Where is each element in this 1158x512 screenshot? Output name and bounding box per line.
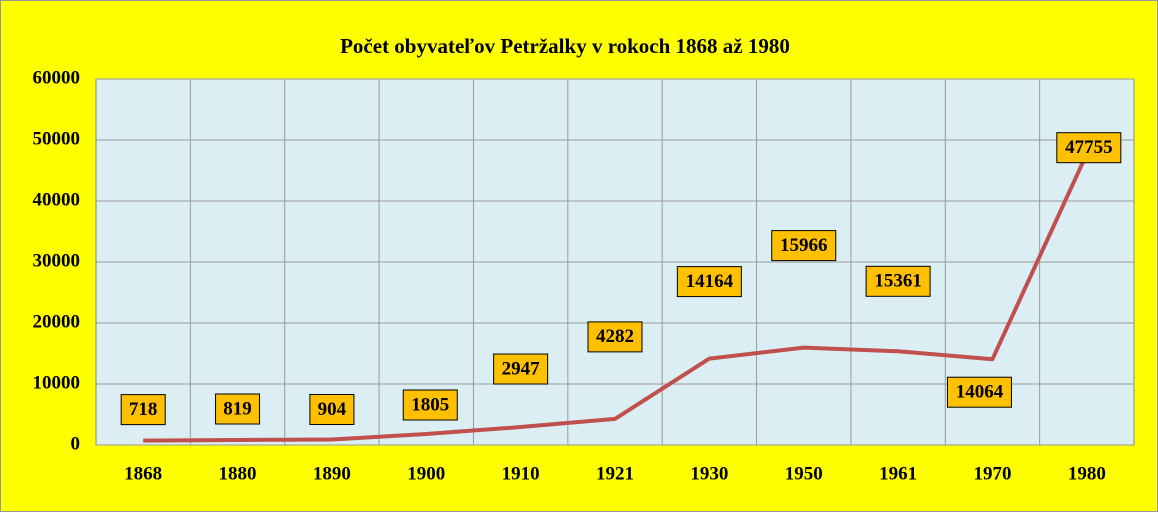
data-label-box [946, 376, 1012, 408]
x-tick-label: 1910 [502, 463, 540, 484]
data-label-box [587, 321, 643, 353]
y-tick-label: 0 [71, 433, 81, 454]
data-label: 1805 [411, 394, 449, 415]
y-tick-label: 30000 [33, 250, 81, 271]
data-label: 14164 [686, 271, 734, 292]
data-label-box [676, 266, 742, 298]
data-label: 718 [129, 399, 158, 420]
data-label: 15361 [874, 271, 922, 292]
x-tick-label: 1868 [124, 463, 162, 484]
data-label: 47755 [1065, 137, 1113, 158]
data-label-box [215, 393, 261, 425]
data-label: 904 [318, 399, 347, 420]
data-label: 14064 [956, 382, 1004, 403]
data-line [143, 152, 1089, 443]
data-label-box [1056, 132, 1122, 164]
y-tick-label: 60000 [33, 67, 81, 88]
data-label: 2947 [502, 358, 541, 379]
x-tick-label: 1880 [219, 463, 257, 484]
x-tick-label: 1930 [690, 463, 728, 484]
data-label-box [402, 389, 458, 421]
x-tick-label: 1890 [313, 463, 351, 484]
x-tick-label: 1900 [407, 463, 445, 484]
y-tick-label: 10000 [33, 372, 81, 393]
x-tick-label: 1970 [973, 463, 1011, 484]
data-label: 15966 [780, 235, 828, 256]
y-tick-label: 50000 [33, 128, 81, 149]
x-tick-label: 1961 [879, 463, 917, 484]
x-tick-label: 1950 [785, 463, 823, 484]
y-tick-label: 20000 [33, 311, 81, 332]
y-tick-label: 40000 [33, 189, 81, 210]
data-label: 819 [223, 398, 252, 419]
data-label-box [309, 393, 355, 425]
x-tick-label: 1921 [596, 463, 634, 484]
data-label-box [865, 265, 931, 297]
data-label-box [120, 394, 166, 426]
chart-title: Počet obyvateľov Petržalky v rokoch 1868… [340, 34, 790, 58]
data-label-box [771, 230, 837, 262]
data-label: 4282 [596, 326, 634, 347]
data-label-box [493, 353, 549, 385]
x-tick-label: 1980 [1068, 463, 1106, 484]
